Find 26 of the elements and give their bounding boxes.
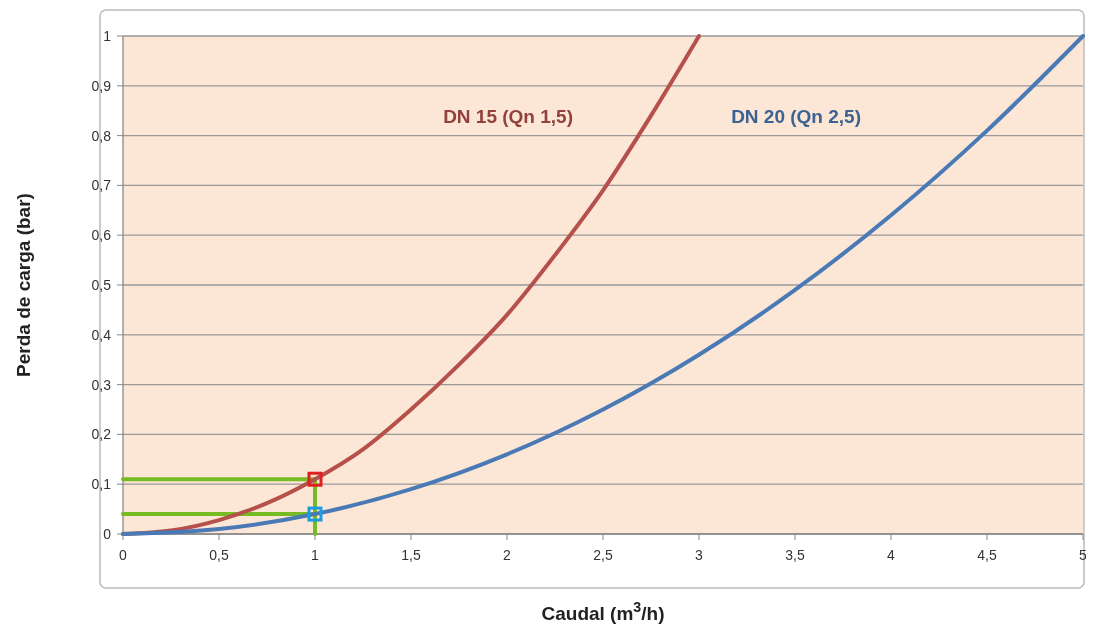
x-axis-title: Caudal (m$^{3}$/h) [541, 599, 665, 624]
x-tick-label: 2,5 [593, 547, 613, 563]
x-tick-label: 4,5 [977, 547, 997, 563]
y-tick-label: 0,4 [91, 326, 112, 343]
y-tick-label: 0,6 [91, 227, 112, 244]
text: DN 15 (Qn 1,5) [443, 106, 573, 127]
text: DN 20 (Qn 2,5) [731, 106, 861, 127]
y-tick-label: 0,7 [91, 177, 112, 194]
y-tick-label: 0,1 [91, 476, 112, 493]
x-tick-label: 1,5 [401, 547, 421, 563]
y-tick-label: 0,3 [91, 376, 112, 393]
x-tick-label: 1 [311, 547, 320, 563]
x-tick-label: 0,5 [209, 547, 229, 563]
x-tick-label: 3,5 [785, 547, 805, 563]
y-tick-label: 0,8 [91, 127, 112, 144]
y-tick-label: 1 [103, 28, 112, 44]
x-tick-label: 3 [695, 547, 704, 563]
y-tick-label: 0,5 [91, 277, 112, 293]
y-axis-title: Perda de carga (bar) [13, 193, 34, 377]
x-tick-label: 4 [887, 547, 896, 563]
x-tick-label: 2 [503, 547, 512, 563]
y-tick-label: 0,9 [91, 77, 112, 94]
y-tick-label: 0,2 [91, 426, 112, 443]
y-tick-label: 0 [103, 526, 112, 542]
x-tick-label: 0 [119, 547, 128, 563]
x-tick-label: 5 [1079, 547, 1088, 563]
